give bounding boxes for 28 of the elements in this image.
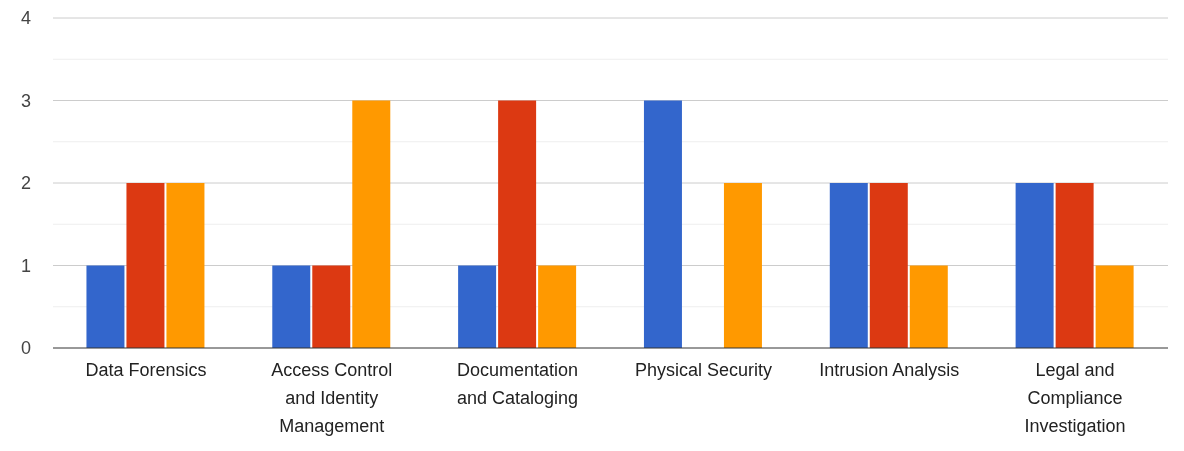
bar — [909, 265, 948, 348]
bar — [643, 100, 682, 348]
x-tick-label: Data Forensics — [85, 360, 207, 381]
bar — [869, 183, 908, 348]
y-tick-label: 1 — [20, 255, 31, 276]
bar — [538, 265, 577, 348]
y-tick-label: 3 — [20, 90, 31, 111]
x-tick-label: Documentation and Cataloging — [457, 360, 579, 409]
x-tick-label: Access Control and Identity Management — [271, 360, 393, 436]
bar — [458, 265, 497, 348]
bar — [498, 100, 537, 348]
bar — [829, 183, 868, 348]
bar — [312, 265, 351, 348]
y-tick-label: 2 — [20, 173, 31, 194]
x-tick-label: Legal and Compliance Investigation — [1024, 360, 1126, 436]
x-tick-label: Physical Security — [634, 360, 772, 381]
bar — [272, 265, 311, 348]
bar — [1095, 265, 1134, 348]
y-tick-label: 0 — [20, 338, 31, 359]
bar — [126, 183, 165, 348]
bar — [352, 100, 391, 348]
y-tick-label: 4 — [20, 8, 31, 29]
bar — [166, 183, 205, 348]
bar — [86, 265, 125, 348]
bar — [723, 183, 762, 348]
bar — [1055, 183, 1094, 348]
x-tick-label: Intrusion Analysis — [819, 360, 960, 381]
bar — [1015, 183, 1054, 348]
